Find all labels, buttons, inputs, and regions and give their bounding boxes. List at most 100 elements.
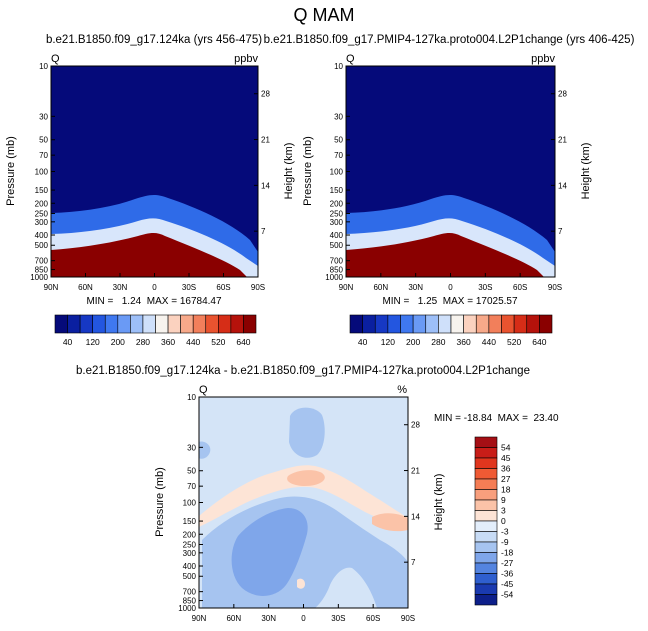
panel-3-y-tick-label: 150 [183,517,197,526]
panel-1-y-right-tick-label: 28 [261,90,270,99]
panel-3-colorbar-swatch [474,531,498,543]
panel-1-right-label: ppbv [234,53,258,65]
panel-1-x-tick-label: 90S [251,283,265,292]
panel-2-y-right-tick-label: 21 [558,136,567,145]
panel-1-colorbar-swatch [243,314,257,334]
panel-2-colorbar-label: 360 [457,337,471,347]
panel-3-field-positive-right [372,513,408,532]
panel-1-y-tick-label: 1000 [30,273,48,282]
panel-3-y-right-tick-label: 14 [411,512,420,521]
panel-3-y-tick-label: 30 [187,443,196,452]
panel-2-y-tick-label: 70 [334,151,343,160]
panel-1-colorbar-swatch [218,314,232,334]
panel-1-colorbar-swatch [155,314,169,334]
panel-3-colorbar-swatch [474,594,498,606]
panel-1-y-tick-label: 150 [35,186,49,195]
panel-2-colorbar-swatch [349,314,363,334]
panel-2-colorbar: 40 120 200 280 360 440 520 640 [349,314,553,347]
panel-2-y-tick-label: 400 [330,231,344,240]
panel-1-y-tick-label: 100 [35,168,49,177]
panel-3-right-label: % [397,384,407,396]
panel-3-colorbar-swatch [474,468,498,480]
panel-1-colorbar-swatch [142,314,156,334]
panel-1-colorbar: 40 120 200 280 360 440 520 640 [54,314,257,347]
panel-3-ylabel: Pressure (mb) [154,467,166,537]
panel-3-x-tick-label: 30N [261,614,276,623]
panel-3-field-negative-core [231,508,308,596]
panel-3-colorbar-label: -27 [501,558,514,568]
panel-1-colorbar-label: 440 [186,337,200,347]
panel-2-colorbar-label: 200 [406,337,420,347]
panel-2-y-tick-label: 300 [330,218,344,227]
panel-3-colorbar-swatch [474,520,498,532]
panel-2-title: b.e21.B1850.f09_g17.PMIP4-127ka.proto004… [264,34,635,46]
panel-2-x-tick-label: 0 [448,283,453,292]
panel-3-field-negative-upper [289,407,325,458]
panel-2-y-tick-label: 850 [330,266,344,275]
panel-1-colorbar-swatch [167,314,181,334]
panel-3-colorbar-swatch [474,499,498,511]
panel-3-colorbar-label: 54 [501,443,511,453]
panel-2-y-tick-label: 700 [330,257,344,266]
panel-3-y-tick-label: 500 [183,572,197,581]
panel-2-x-tick-label: 60N [373,283,388,292]
panel-3-colorbar-label: 18 [501,485,511,495]
panel-3-x-tick-label: 90N [192,614,207,623]
panel-2-stats: MIN = 1.25 MAX = 17025.57 [382,296,518,307]
panel-2-colorbar-swatch [539,314,553,334]
panel-3-colorbar-label: -3 [501,527,509,537]
panel-3-x-tick-label: 90S [401,614,415,623]
panel-2: b.e21.B1850.f09_g17.PMIP4-127ka.proto004… [264,34,635,347]
panel-1-y-ticks-right: 28 21 14 7 [254,90,270,236]
panel-3-y-tick-label: 700 [183,588,197,597]
panel-3-colorbar-swatch [474,552,498,564]
panel-2-x-tick-label: 90S [548,283,562,292]
panel-3-stats: MIN = -18.84 MAX = 23.40 [434,413,559,424]
panel-2-colorbar-swatch [463,314,477,334]
panel-2-y-tick-label: 10 [334,62,343,71]
panel-1-colorbar-swatch [230,314,244,334]
panel-2-x-tick-label: 30S [478,283,492,292]
panel-3-y-tick-label: 50 [187,467,196,476]
panel-2-y-right-tick-label: 7 [558,227,563,236]
figure-title: Q MAM [294,5,355,25]
panel-3-x-tick-label: 60S [366,614,380,623]
panel-2-y-tick-label: 30 [334,112,343,121]
panel-3-left-label: Q [199,384,208,396]
panel-1-y-tick-label: 30 [39,112,48,121]
panel-2-colorbar-swatch [488,314,502,334]
panel-1-colorbar-swatch [180,314,194,334]
panel-3-colorbar-label: 36 [501,464,511,474]
panel-1-colorbar-swatch [54,314,68,334]
panel-3-y-tick-label: 100 [183,499,197,508]
panel-2-left-label: Q [346,53,355,65]
panel-3-colorbar-label: -54 [501,590,514,600]
panel-3-field-positive-band [199,465,408,530]
panel-3-ylabel-right: Height (km) [433,474,445,531]
panel-2-colorbar-swatch [450,314,464,334]
panel-1-y-tick-label: 850 [35,266,49,275]
panel-2-colorbar-swatch [412,314,427,334]
panel-3-y-tick-label: 1000 [178,604,196,613]
panel-3-y-tick-label: 250 [183,540,197,549]
panel-2-colorbar-label: 120 [381,337,395,347]
panel-3-field-negative-left [199,441,211,459]
panel-2-y-right-tick-label: 14 [558,181,567,190]
panel-2-x-tick-label: 90N [339,283,354,292]
panel-3-colorbar-swatch [474,573,498,585]
panel-1-stats: MIN = 1.24 MAX = 16784.47 [86,296,222,307]
panel-1-y-tick-label: 300 [35,218,49,227]
panel-2-colorbar-swatch [387,314,401,334]
panel-3-field-positive-core [287,470,325,486]
panel-2-colorbar-swatch [400,314,414,334]
panel-1-left-label: Q [51,53,60,65]
panel-1-y-right-tick-label: 21 [261,136,270,145]
panel-1-colorbar-swatch [192,314,207,334]
panel-3-x-tick-label: 30S [331,614,345,623]
panel-3-y-tick-label: 400 [183,562,197,571]
panel-1-colorbar-swatch [92,314,106,334]
panel-1-colorbar-swatch [130,314,144,334]
